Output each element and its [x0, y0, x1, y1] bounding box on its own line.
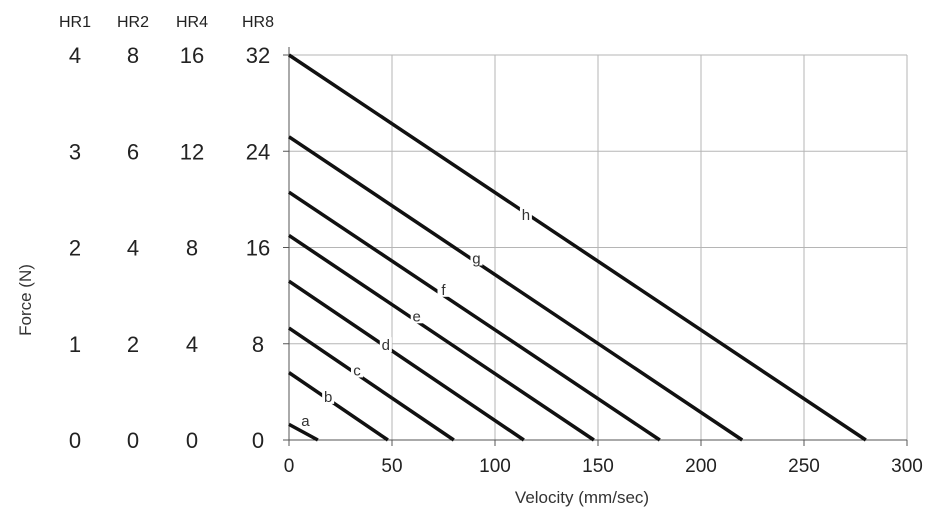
series-label-halo — [410, 308, 423, 324]
series-line-g — [288, 135, 744, 442]
series-line-d — [288, 279, 525, 442]
series-label-halo — [299, 412, 312, 428]
y-tick-label-hr2: 8 — [127, 43, 139, 68]
series-label-c: c — [353, 362, 361, 379]
series-line-e — [288, 234, 595, 442]
y-tick-label-hr1: 1 — [69, 332, 81, 357]
y-tick-label-hr4: 12 — [180, 139, 204, 164]
y-tick-label-hr4: 8 — [186, 236, 198, 261]
series-label-halo — [470, 250, 483, 266]
x-tick-labels: 0 50 100 150 200 250 300 — [284, 456, 923, 477]
series-label-halo — [350, 362, 363, 378]
y-tick-label-hr1: 2 — [69, 236, 81, 261]
x-tick-label: 250 — [788, 456, 820, 477]
series-label-h: h — [522, 207, 530, 224]
x-tick-label: 200 — [685, 456, 717, 477]
y-tick-label-hr8: 16 — [246, 236, 270, 261]
y-tick-label-hr2: 6 — [127, 139, 139, 164]
y-tick-label-hr2: 2 — [127, 332, 139, 357]
y-tick-label-hr2: 4 — [127, 236, 139, 261]
y-axis-header-hr1: HR1 — [59, 14, 91, 31]
series-label-f: f — [441, 282, 446, 299]
series-label-halo — [519, 207, 532, 223]
x-tick-label: 0 — [284, 456, 295, 477]
series-label-halo — [322, 388, 335, 404]
series-label-e: e — [413, 308, 421, 325]
x-tick-label: 150 — [582, 456, 614, 477]
x-tick-label: 300 — [891, 456, 923, 477]
series-line-c — [288, 326, 455, 442]
series-label-halo — [437, 281, 450, 297]
y-axis-label: Force (N) — [16, 264, 35, 336]
series-label-halo — [379, 337, 392, 353]
series-label-d: d — [382, 337, 390, 354]
x-tick-label: 50 — [381, 456, 402, 477]
y-axis-headers: HR1 HR2 HR4 HR8 — [59, 14, 274, 31]
y-axis-header-hr4: HR4 — [176, 14, 208, 31]
y-tick-label-hr2: 0 — [127, 428, 139, 453]
y-axis-header-hr8: HR8 — [242, 14, 274, 31]
series-lines: ab c d e f g h — [288, 53, 867, 442]
y-tick-label-hr8: 24 — [246, 139, 270, 164]
series-line-h — [288, 53, 867, 442]
y-tick-label-hr8: 8 — [252, 332, 264, 357]
y-tick-label-hr4: 16 — [180, 43, 204, 68]
y-tick-label-hr1: 4 — [69, 43, 81, 68]
y-tick-label-hr4: 0 — [186, 428, 198, 453]
series-line-b — [288, 371, 389, 442]
series-line-f — [288, 190, 661, 442]
series-line-a — [288, 422, 319, 442]
series-label-g: g — [472, 251, 480, 268]
y-tick-label-hr8: 32 — [246, 43, 270, 68]
y-axis-header-hr2: HR2 — [117, 14, 149, 31]
y-tick-label-hr1: 3 — [69, 139, 81, 164]
x-tick-label: 100 — [479, 456, 511, 477]
grid — [289, 54, 908, 440]
y-tick-label-hr1: 0 — [69, 428, 81, 453]
y-tick-label-hr8: 0 — [252, 428, 264, 453]
x-axis-label: Velocity (mm/sec) — [515, 488, 649, 507]
y-tick-label-hr4: 4 — [186, 332, 198, 357]
series-label-b: b — [324, 389, 332, 406]
series-label-a: a — [301, 413, 310, 430]
